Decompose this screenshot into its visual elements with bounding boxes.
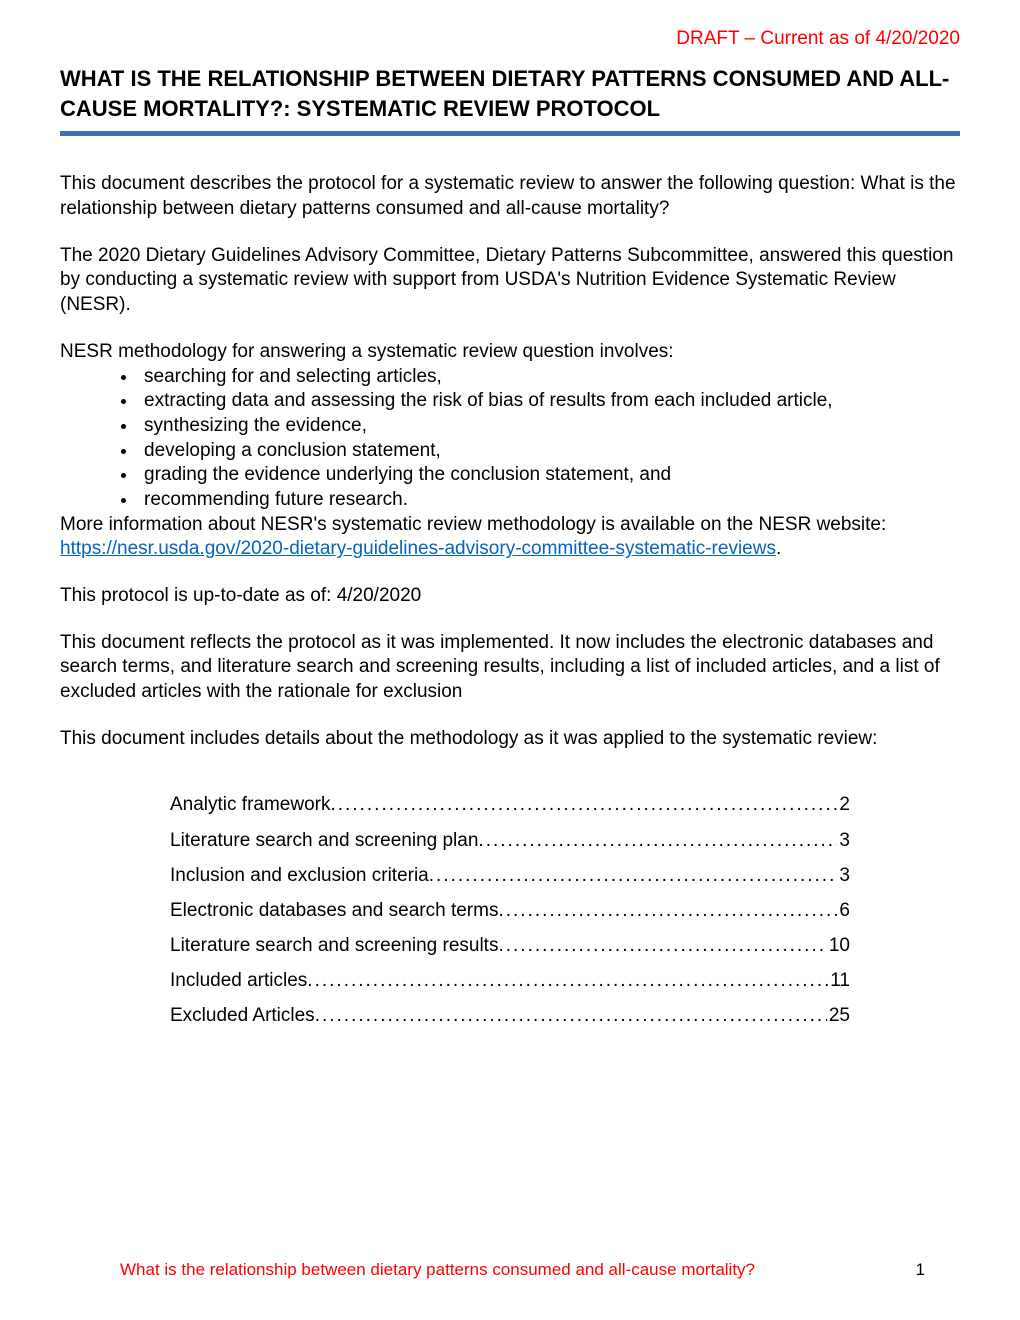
toc-entry[interactable]: Analytic framework 2 xyxy=(170,787,850,822)
toc-dots xyxy=(429,858,838,893)
bullet-item: developing a conclusion statement, xyxy=(138,439,960,464)
methodology-link-paragraph: More information about NESR's systematic… xyxy=(60,513,960,562)
toc-label: Included articles xyxy=(170,963,307,998)
toc-label: Electronic databases and search terms xyxy=(170,893,498,928)
nesr-website-link[interactable]: https://nesr.usda.gov/2020-dietary-guide… xyxy=(60,538,776,559)
toc-page: 6 xyxy=(837,893,850,928)
link-post-text: . xyxy=(776,538,781,559)
table-of-contents: Analytic framework 2 Literature search a… xyxy=(170,787,850,1033)
toc-page: 11 xyxy=(828,963,850,998)
toc-label: Inclusion and exclusion criteria xyxy=(170,858,429,893)
toc-label: Literature search and screening results xyxy=(170,928,498,963)
toc-dots xyxy=(498,893,837,928)
toc-page: 10 xyxy=(827,928,850,963)
toc-dots xyxy=(331,787,838,822)
bullet-item: recommending future research. xyxy=(138,488,960,513)
footer-question-text: What is the relationship between dietary… xyxy=(120,1260,755,1280)
footer-page-number: 1 xyxy=(916,1260,925,1280)
page-footer: What is the relationship between dietary… xyxy=(60,1260,960,1280)
bullet-item: grading the evidence underlying the conc… xyxy=(138,463,960,488)
toc-dots xyxy=(498,928,826,963)
methodology-lead: NESR methodology for answering a systema… xyxy=(60,340,960,365)
protocol-date: This protocol is up-to-date as of: 4/20/… xyxy=(60,584,960,609)
draft-header: DRAFT – Current as of 4/20/2020 xyxy=(60,28,960,50)
link-pre-text: More information about NESR's systematic… xyxy=(60,514,886,535)
toc-page: 2 xyxy=(837,787,850,822)
toc-page: 25 xyxy=(827,998,850,1033)
toc-entry[interactable]: Electronic databases and search terms 6 xyxy=(170,893,850,928)
toc-entry[interactable]: Literature search and screening plan 3 xyxy=(170,823,850,858)
document-page: DRAFT – Current as of 4/20/2020 WHAT IS … xyxy=(0,0,1020,1320)
bullet-item: searching for and selecting articles, xyxy=(138,365,960,390)
page-title: WHAT IS THE RELATIONSHIP BETWEEN DIETARY… xyxy=(60,64,960,123)
toc-page: 3 xyxy=(837,823,850,858)
toc-label: Analytic framework xyxy=(170,787,331,822)
protocol-description: This document reflects the protocol as i… xyxy=(60,631,960,705)
toc-dots xyxy=(478,823,837,858)
toc-entry[interactable]: Literature search and screening results … xyxy=(170,928,850,963)
toc-label: Literature search and screening plan xyxy=(170,823,478,858)
toc-label: Excluded Articles xyxy=(170,998,315,1033)
intro-paragraph-2: The 2020 Dietary Guidelines Advisory Com… xyxy=(60,244,960,318)
methodology-details-lead: This document includes details about the… xyxy=(60,727,960,752)
bullet-item: synthesizing the evidence, xyxy=(138,414,960,439)
toc-dots xyxy=(315,998,827,1033)
methodology-bullets: searching for and selecting articles, ex… xyxy=(60,365,960,513)
bullet-item: extracting data and assessing the risk o… xyxy=(138,389,960,414)
toc-page: 3 xyxy=(837,858,850,893)
toc-entry[interactable]: Excluded Articles 25 xyxy=(170,998,850,1033)
toc-dots xyxy=(307,963,828,998)
toc-entry[interactable]: Included articles 11 xyxy=(170,963,850,998)
toc-entry[interactable]: Inclusion and exclusion criteria 3 xyxy=(170,858,850,893)
title-rule xyxy=(60,131,960,136)
intro-paragraph-1: This document describes the protocol for… xyxy=(60,172,960,221)
